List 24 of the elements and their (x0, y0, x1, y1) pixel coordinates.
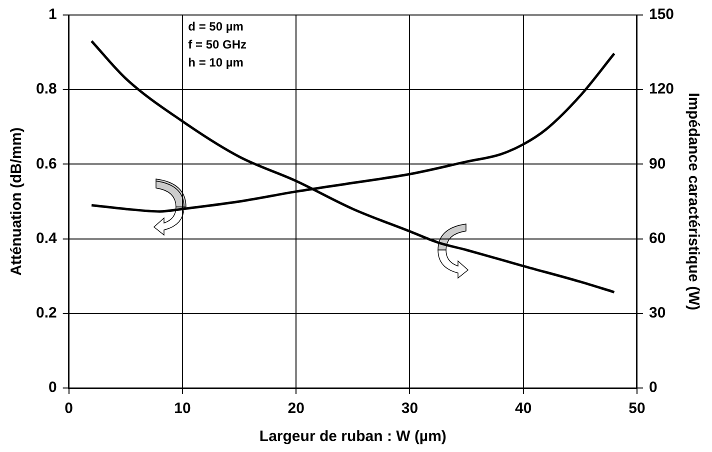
y-tick-label: 0.2 (36, 304, 57, 322)
y2-tick-label: 150 (648, 6, 674, 24)
x-tick-label: 30 (401, 400, 418, 418)
y-axis-title: Atténuation (dB/mm) (8, 127, 26, 276)
x-tick-label: 50 (628, 400, 646, 418)
x-axis-title: Largeur de ruban : W (µm) (259, 428, 446, 446)
y2-axis-title: Impédance caractéristique (W) (684, 92, 702, 310)
x-tick-label: 10 (174, 400, 191, 418)
y-tick-label: 1 (48, 6, 57, 24)
x-tick-label: 0 (64, 400, 74, 418)
y2-tick-label: 90 (648, 155, 666, 172)
annotation: h = 10 µm (188, 55, 244, 70)
x-tick-label: 40 (515, 400, 532, 418)
y2-tick-label: 120 (648, 80, 674, 98)
annotation: d = 50 µm (188, 19, 244, 34)
y2-tick-label: 0 (648, 379, 658, 396)
y-tick-label: 0.8 (36, 80, 57, 98)
y-tick-label: 0.6 (36, 155, 57, 172)
y2-tick-label: 60 (648, 230, 666, 247)
y2-tick-label: 30 (648, 304, 666, 322)
annotation: f = 50 GHz (188, 37, 247, 52)
y-tick-label: 0 (48, 379, 57, 396)
y-tick-label: 0.4 (36, 230, 58, 247)
x-tick-label: 20 (288, 400, 304, 418)
